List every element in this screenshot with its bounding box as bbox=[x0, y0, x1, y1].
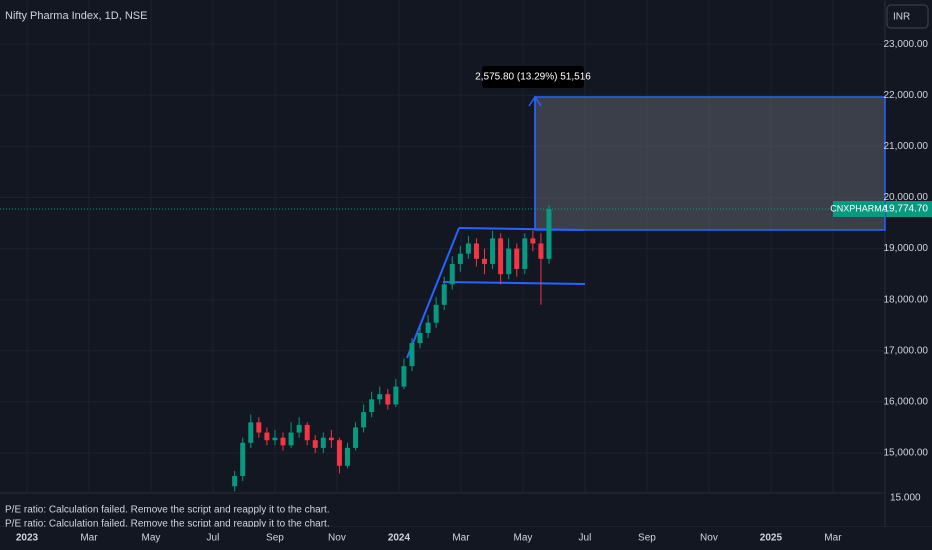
x-tick-label: Sep bbox=[266, 533, 284, 544]
candle-body bbox=[296, 424, 302, 433]
candle-body bbox=[449, 263, 455, 285]
trendline bbox=[406, 227, 460, 359]
chart-title: Nifty Pharma Index, 1D, NSE bbox=[5, 10, 147, 22]
candle-body bbox=[457, 253, 463, 264]
y-tick-label: 22,000.00 bbox=[884, 90, 929, 101]
candles bbox=[232, 205, 552, 492]
candle-body bbox=[288, 432, 294, 446]
x-tick-label: May bbox=[142, 533, 161, 544]
candle-body bbox=[232, 475, 238, 487]
x-tick-label: Sep bbox=[638, 533, 656, 544]
candle-body bbox=[498, 238, 504, 275]
candle-body bbox=[506, 248, 512, 275]
candle-body bbox=[353, 427, 359, 448]
candle-body bbox=[272, 437, 278, 441]
candle-body bbox=[256, 422, 262, 433]
candle-body bbox=[393, 386, 399, 405]
pane-label: 15.000 bbox=[890, 493, 921, 504]
symbol-label: CNXPHARMA bbox=[830, 203, 888, 213]
y-tick-label: 19,000.00 bbox=[884, 243, 929, 254]
candle-body bbox=[320, 437, 326, 448]
candle-body bbox=[361, 412, 367, 428]
y-tick-label: 16,000.00 bbox=[884, 397, 929, 408]
x-tick-label: Jul bbox=[207, 533, 220, 544]
x-tick-label: Jul bbox=[579, 533, 592, 544]
trendline bbox=[442, 281, 586, 285]
x-tick-label: 2025 bbox=[760, 533, 783, 544]
note: P/E ratio: Calculation failed. Remove th… bbox=[5, 519, 330, 530]
currency-label: INR bbox=[893, 12, 910, 23]
symbol-box bbox=[833, 201, 885, 218]
candle-body bbox=[369, 399, 375, 413]
candle-body bbox=[441, 284, 447, 305]
measure-label: 2,575.80 (13.29%) 51,516 bbox=[475, 72, 591, 83]
y-tick-label: 17,000.00 bbox=[884, 345, 929, 356]
candle-body bbox=[336, 440, 342, 466]
measure-arrow-head bbox=[528, 95, 542, 107]
candle-body bbox=[482, 258, 488, 264]
candle-body bbox=[409, 343, 415, 367]
x-tick-label: 2024 bbox=[388, 533, 411, 544]
candle-body bbox=[546, 208, 552, 259]
candle-body bbox=[473, 243, 479, 259]
x-tick-label: Mar bbox=[80, 533, 98, 544]
measure-box bbox=[534, 96, 886, 231]
time-axis-bg bbox=[0, 527, 932, 550]
x-tick-label: May bbox=[513, 533, 532, 544]
candle-body bbox=[328, 437, 334, 441]
candle-body bbox=[240, 442, 246, 476]
candle-body bbox=[538, 243, 544, 259]
candle-body bbox=[425, 322, 431, 333]
candle-body bbox=[490, 238, 496, 264]
y-tick-label: 20,000.00 bbox=[884, 192, 929, 203]
y-tick-label: 18,000.00 bbox=[884, 294, 929, 305]
candle-body bbox=[465, 243, 471, 254]
y-tick-label: 23,000.00 bbox=[884, 39, 929, 50]
candle-body bbox=[312, 440, 318, 448]
x-tick-label: Mar bbox=[452, 533, 470, 544]
candle-body bbox=[514, 248, 520, 270]
candle-body bbox=[530, 238, 536, 244]
note: P/E ratio: Calculation failed. Remove th… bbox=[5, 505, 330, 516]
x-tick-label: 2023 bbox=[16, 533, 39, 544]
currency-button[interactable] bbox=[886, 4, 929, 29]
candle-body bbox=[417, 332, 423, 344]
candle-body bbox=[377, 394, 383, 400]
x-axis: 2023 Mar May Jul Sep Nov 2024 Mar May Jul Sep Nov 20… bbox=[16, 533, 842, 544]
trendline bbox=[458, 227, 585, 231]
candle-body bbox=[264, 432, 270, 441]
candle-body bbox=[433, 304, 439, 323]
candle-body bbox=[304, 424, 310, 441]
candle-body bbox=[385, 394, 391, 405]
price-box bbox=[886, 201, 932, 218]
candle-body bbox=[401, 366, 407, 387]
candle-body bbox=[280, 437, 286, 446]
axes: 15,000.00 16,000.00 17,000.00 18,000.00 19,0… bbox=[0, 39, 932, 459]
candle-body bbox=[522, 238, 528, 270]
measure-label-box bbox=[482, 66, 584, 88]
price-label: 19,774.70 bbox=[884, 204, 929, 215]
x-tick-label: Nov bbox=[700, 533, 718, 544]
x-tick-label: Mar bbox=[824, 533, 842, 544]
x-tick-label: Nov bbox=[328, 533, 346, 544]
y-tick-label: 15,000.00 bbox=[884, 448, 929, 459]
candle-body bbox=[344, 447, 350, 466]
candle-body bbox=[248, 422, 254, 443]
y-tick-label: 21,000.00 bbox=[884, 141, 929, 152]
